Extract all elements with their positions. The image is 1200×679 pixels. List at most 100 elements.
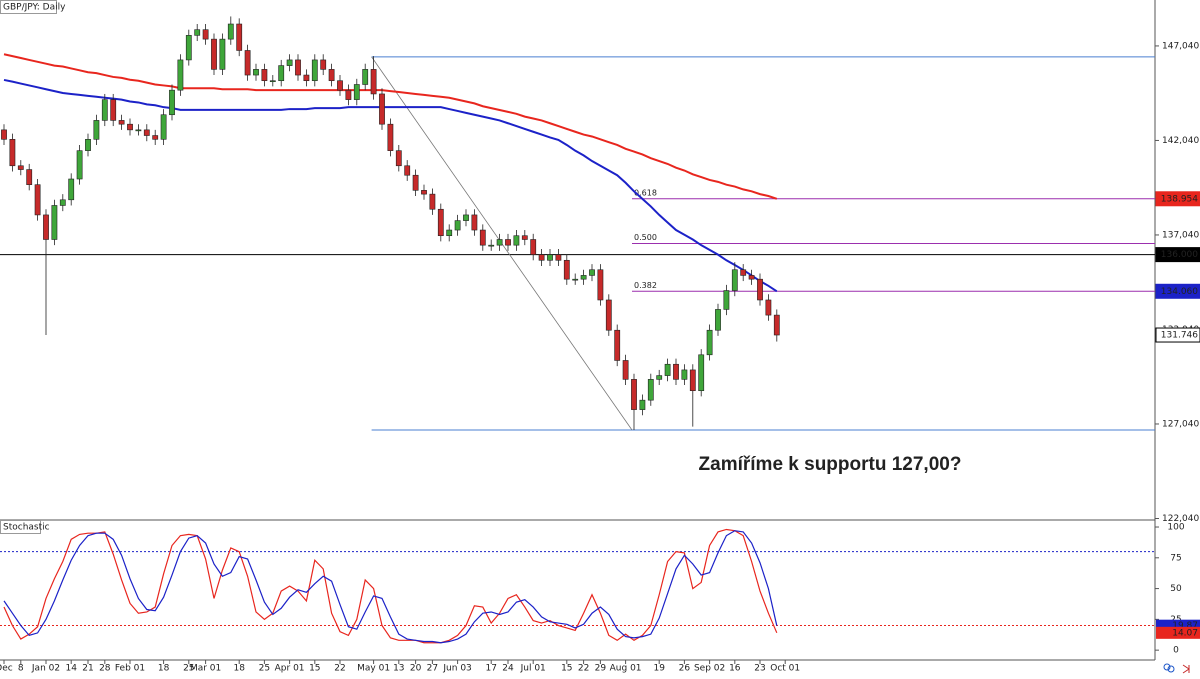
candle-body (118, 120, 125, 125)
y-tick-label: 122,040 (1162, 514, 1199, 524)
candle-body (59, 199, 66, 206)
x-tick-label: Jun 03 (442, 664, 471, 674)
candle-body (446, 229, 453, 237)
candle-body (253, 69, 259, 76)
candle-body (496, 239, 503, 246)
price-tag (1155, 247, 1200, 263)
candle-body (110, 99, 117, 121)
value-tag-label: 14.07 (1172, 628, 1198, 638)
y-tick-label: 0 (1173, 646, 1179, 656)
price-tag-label: 131.746 (1161, 331, 1198, 341)
candle-body (278, 65, 285, 82)
candle-body (101, 99, 108, 121)
x-tick-label: 25 (259, 664, 270, 674)
moving-average (3, 53, 778, 200)
x-tick-label: 22 (578, 664, 589, 674)
candle-body (9, 139, 16, 167)
x-tick-label: 21 (82, 664, 93, 674)
x-tick-label: Aug 01 (610, 664, 642, 674)
candle-body (614, 329, 621, 361)
candle-body (194, 29, 201, 36)
chart-title: GBP/JPY: Daily (3, 3, 66, 13)
candle-body (488, 244, 495, 247)
price-tag-label: 138.954 (1161, 194, 1198, 204)
candle-body (311, 59, 318, 82)
y-tick-label: 137,040 (1162, 230, 1199, 240)
price-tag (1155, 327, 1200, 343)
x-tick-label: 18 (158, 664, 170, 674)
candle-body (177, 59, 184, 91)
y-tick-label: 147,040 (1162, 41, 1199, 51)
icon (1182, 664, 1190, 674)
candle-body (26, 169, 33, 185)
annotation: Zamíříme k supportu 127,00? (699, 454, 962, 475)
candle-body (505, 239, 511, 246)
x-tick-label: Oct 01 (770, 664, 800, 674)
candle-body (673, 363, 679, 380)
candle-body (664, 363, 671, 376)
candle-body (656, 375, 663, 380)
x-tick-label: Jan 02 (31, 664, 60, 674)
candle-body (295, 59, 301, 76)
indicator-title: Stochastic (3, 523, 50, 533)
x-tick-label: 25 (183, 664, 194, 674)
x-tick-label: 14 (65, 664, 77, 674)
candle-body (345, 89, 352, 100)
candle-body (530, 239, 537, 255)
y-tick-label: 100 (1167, 523, 1184, 533)
candle-body (169, 89, 175, 116)
candle-body (563, 259, 570, 280)
candle-body (454, 220, 461, 231)
x-tick-label: 15 (309, 664, 320, 674)
x-tick-label: Mar 01 (190, 664, 221, 674)
moving-average (3, 78, 778, 293)
candle-body (219, 38, 226, 70)
candle-body (463, 214, 469, 221)
candle-body (471, 214, 478, 231)
candle-body (17, 165, 24, 170)
candle-body (152, 135, 159, 140)
x-tick-label: Jul 01 (520, 664, 546, 674)
candle-body (555, 254, 562, 261)
candle-body (715, 309, 721, 331)
x-tick-label: 15 (561, 664, 572, 674)
x-tick-label: Dec (0, 664, 13, 674)
candle-body (589, 269, 595, 276)
x-tick-label: Sep 02 (694, 664, 725, 674)
fib-label: 0.618 (634, 188, 657, 197)
candle-body (286, 59, 293, 66)
candle-body (437, 208, 444, 237)
candle-body (236, 23, 243, 51)
candle-body (320, 59, 327, 70)
candle-body (740, 269, 747, 276)
candle-body (269, 80, 276, 83)
x-tick-label: 18 (233, 664, 245, 674)
candle-body (76, 150, 83, 180)
indicator-title-box (0, 520, 41, 534)
candle-body (773, 314, 780, 336)
x-tick-label: 17 (485, 664, 496, 674)
x-tick-label: May 01 (357, 664, 390, 674)
candle-body (647, 379, 654, 401)
candle-body (429, 193, 436, 210)
icon (1163, 663, 1171, 671)
candle-body (538, 254, 545, 261)
x-tick-label: Apr 01 (275, 664, 305, 674)
candle-body (681, 369, 688, 380)
candle-body (706, 329, 713, 356)
stochastic-line (3, 528, 778, 644)
x-tick-label: 13 (393, 664, 404, 674)
x-tick-label: 29 (595, 664, 607, 674)
candle-body (261, 69, 268, 82)
price-tag-label: 134.060 (1161, 287, 1198, 297)
value-tag (1156, 626, 1200, 639)
candle-body (51, 205, 58, 240)
y-tick-label: 75 (1170, 553, 1181, 563)
candle-body (622, 360, 629, 380)
candle-body (353, 84, 360, 100)
candle-body (303, 74, 310, 82)
candle-body (639, 399, 646, 410)
